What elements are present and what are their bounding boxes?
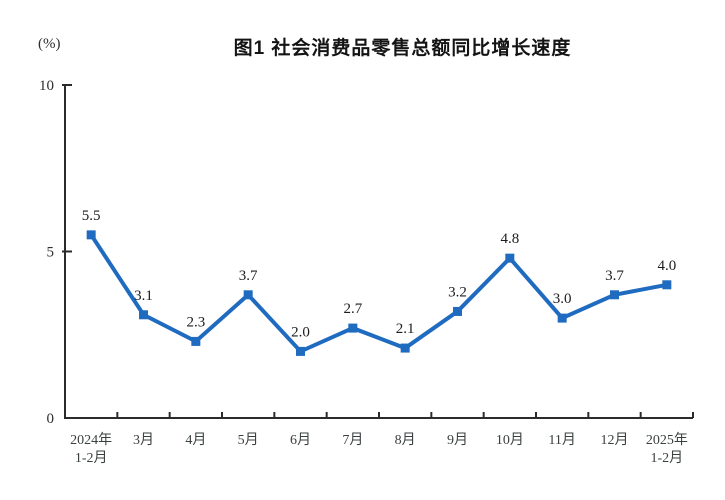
data-point-label: 2.1 <box>396 321 415 337</box>
data-point-label: 5.5 <box>82 208 101 224</box>
x-category-label: 1-2月 <box>75 450 108 466</box>
x-category-label: 10月 <box>496 432 524 448</box>
data-point-label: 3.7 <box>605 268 624 284</box>
data-point-label: 2.3 <box>186 314 205 330</box>
data-point <box>243 290 253 300</box>
data-point <box>453 306 462 316</box>
y-axis-tick-label: 10 <box>39 78 54 94</box>
data-point <box>139 310 148 320</box>
data-point <box>296 346 305 356</box>
data-point-label: 3.0 <box>553 291 572 307</box>
x-category-label: 4月 <box>185 432 206 448</box>
data-point-label: 3.2 <box>448 284 467 300</box>
data-point <box>400 343 410 353</box>
data-point <box>557 313 567 323</box>
x-category-label: 5月 <box>238 432 259 448</box>
data-point <box>505 253 515 263</box>
data-point-label: 2.7 <box>343 301 362 317</box>
y-axis-tick-label: 5 <box>47 245 55 261</box>
data-point <box>348 323 358 333</box>
x-category-label: 2025年 <box>646 432 688 448</box>
data-series-line <box>89 233 668 354</box>
x-category-label: 8月 <box>395 432 416 448</box>
x-category-label: 3月 <box>133 432 154 448</box>
data-point <box>662 280 672 290</box>
x-category-label: 1-2月 <box>650 450 683 466</box>
y-axis-tick-label: 0 <box>47 411 55 427</box>
data-point <box>191 336 201 346</box>
x-category-label: 2024年 <box>70 432 112 448</box>
data-point-label: 4.8 <box>500 231 519 247</box>
x-category-label: 12月 <box>601 432 629 448</box>
data-point-label: 3.1 <box>134 288 153 304</box>
x-category-label: 11月 <box>548 432 575 448</box>
data-point-label: 4.0 <box>657 258 676 274</box>
data-point <box>610 290 619 300</box>
data-point-label: 2.0 <box>291 324 310 340</box>
x-category-label: 7月 <box>342 432 363 448</box>
chart-title: 图1 社会消费品零售总额同比增长速度 <box>233 38 572 59</box>
data-point <box>86 230 96 240</box>
data-point-label: 3.7 <box>239 268 258 284</box>
y-axis-unit-label: (%) <box>38 36 61 52</box>
x-category-label: 9月 <box>447 432 468 448</box>
x-category-label: 6月 <box>290 432 311 448</box>
